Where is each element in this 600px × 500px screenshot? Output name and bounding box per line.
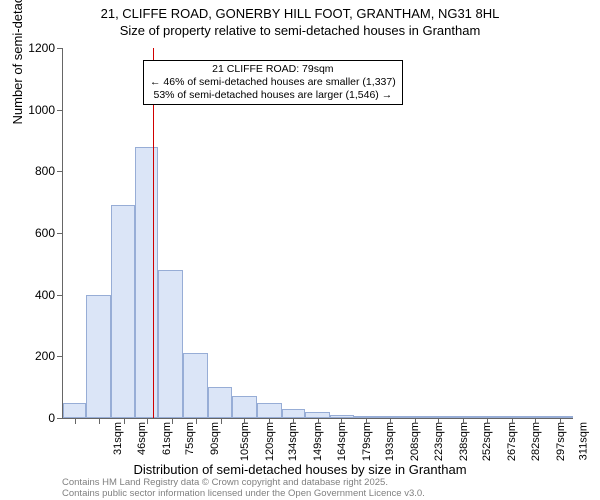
- x-tick: [196, 418, 197, 424]
- histogram-bar: [63, 403, 86, 418]
- x-tick: [269, 418, 270, 424]
- y-tick-label: 400: [35, 288, 55, 302]
- x-tick: [341, 418, 342, 424]
- x-tick: [390, 418, 391, 424]
- y-tick: [57, 110, 63, 111]
- histogram-bar: [282, 409, 305, 418]
- y-tick-label: 1200: [28, 41, 55, 55]
- y-axis-label: Number of semi-detached properties: [10, 0, 25, 125]
- x-tick: [463, 418, 464, 424]
- y-tick: [57, 171, 63, 172]
- x-tick: [438, 418, 439, 424]
- histogram-bar: [183, 353, 208, 418]
- x-tick-label: 252sqm: [481, 422, 493, 461]
- annotation-box: 21 CLIFFE ROAD: 79sqm ← 46% of semi-deta…: [143, 60, 403, 105]
- y-tick-label: 1000: [28, 103, 55, 117]
- x-tick-label: 238sqm: [458, 422, 470, 461]
- x-tick: [293, 418, 294, 424]
- x-tick: [560, 418, 561, 424]
- x-tick: [147, 418, 148, 424]
- title-line-2: Size of property relative to semi-detach…: [0, 23, 600, 40]
- x-tick: [318, 418, 319, 424]
- x-tick-label: 164sqm: [336, 422, 348, 461]
- histogram-bar: [86, 295, 111, 418]
- x-tick: [512, 418, 513, 424]
- x-tick: [535, 418, 536, 424]
- y-tick-label: 800: [35, 164, 55, 178]
- histogram-bar: [158, 270, 183, 418]
- x-tick-label: 90sqm: [209, 422, 221, 455]
- y-tick: [57, 233, 63, 234]
- y-tick-label: 200: [35, 349, 55, 363]
- histogram-bar: [111, 205, 136, 418]
- annotation-line-1: 21 CLIFFE ROAD: 79sqm: [150, 63, 396, 76]
- x-tick-label: 61sqm: [161, 422, 173, 455]
- footer-line-2: Contains public sector information licen…: [62, 489, 425, 500]
- y-tick: [57, 48, 63, 49]
- x-tick-label: 134sqm: [287, 422, 299, 461]
- x-tick-label: 267sqm: [506, 422, 518, 461]
- y-tick-label: 0: [48, 411, 55, 425]
- y-tick: [57, 295, 63, 296]
- x-tick: [415, 418, 416, 424]
- chart-titles: 21, CLIFFE ROAD, GONERBY HILL FOOT, GRAN…: [0, 0, 600, 40]
- x-tick: [244, 418, 245, 424]
- chart-container: 21, CLIFFE ROAD, GONERBY HILL FOOT, GRAN…: [0, 0, 600, 500]
- x-tick-label: 31sqm: [112, 422, 124, 455]
- x-tick-label: 297sqm: [555, 422, 567, 461]
- x-tick-label: 179sqm: [361, 422, 373, 461]
- footer-attribution: Contains HM Land Registry data © Crown c…: [62, 478, 425, 500]
- y-tick: [57, 418, 63, 419]
- x-tick-label: 282sqm: [531, 422, 543, 461]
- histogram-bar: [232, 396, 257, 418]
- x-tick-label: 120sqm: [264, 422, 276, 461]
- annotation-line-2: ← 46% of semi-detached houses are smalle…: [150, 76, 396, 89]
- histogram-bar: [208, 387, 233, 418]
- x-tick-label: 46sqm: [136, 422, 148, 455]
- annotation-line-3: 53% of semi-detached houses are larger (…: [150, 89, 396, 102]
- x-axis-label: Distribution of semi-detached houses by …: [0, 462, 600, 477]
- x-tick: [75, 418, 76, 424]
- x-tick-label: 149sqm: [312, 422, 324, 461]
- x-tick: [487, 418, 488, 424]
- plot-area: 02004006008001000120031sqm46sqm61sqm75sq…: [62, 48, 573, 419]
- x-tick-label: 105sqm: [239, 422, 251, 461]
- x-tick: [124, 418, 125, 424]
- y-tick: [57, 356, 63, 357]
- x-tick: [99, 418, 100, 424]
- x-tick-label: 208sqm: [409, 422, 421, 461]
- x-tick-label: 75sqm: [184, 422, 196, 455]
- histogram-bar: [135, 147, 158, 418]
- x-tick: [366, 418, 367, 424]
- x-tick: [221, 418, 222, 424]
- title-line-1: 21, CLIFFE ROAD, GONERBY HILL FOOT, GRAN…: [0, 6, 600, 23]
- y-tick-label: 600: [35, 226, 55, 240]
- x-tick: [172, 418, 173, 424]
- x-tick-label: 223sqm: [434, 422, 446, 461]
- x-tick-label: 311sqm: [577, 422, 589, 460]
- histogram-bar: [257, 403, 282, 418]
- x-tick-label: 193sqm: [384, 422, 396, 461]
